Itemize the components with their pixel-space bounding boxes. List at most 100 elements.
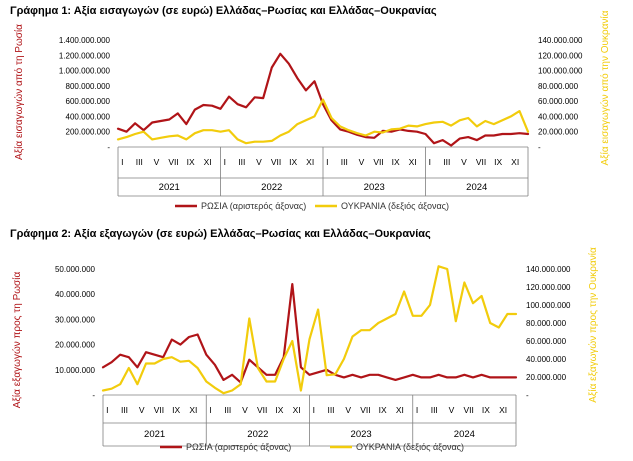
chart-2-right-axis-title: Αξία εξαγωγών προς την Ουκρανία <box>587 247 599 403</box>
chart-2-month-tick-label: IX <box>275 405 283 415</box>
chart-1-month-tick-label: I <box>429 157 431 167</box>
chart-1-left-tick-label: 400.000.000 <box>66 112 111 121</box>
chart-1-month-tick-label: XI <box>204 157 212 167</box>
chart-1-month-tick-label: III <box>443 157 450 167</box>
chart-1-year-label: 2021 <box>159 182 180 193</box>
chart-2-month-tick-label: IX <box>482 405 490 415</box>
chart-1-month-tick-label: I <box>121 157 123 167</box>
chart-2-left-tick-label: 20.000.000 <box>55 341 96 350</box>
chart-2-month-tick-label: I <box>416 405 418 415</box>
chart-1-month-tick-label: V <box>359 157 365 167</box>
chart-2-legend-label: ΟΥΚΡΑΝΙΑ (δεξιός άξονας) <box>356 442 464 452</box>
chart-2-legend-label: ΡΩΣΙΑ (αριστερός άξονας) <box>186 442 291 452</box>
chart-2-month-tick-label: XI <box>396 405 404 415</box>
chart-2-right-tick-label: 120.000.000 <box>526 283 571 292</box>
chart-2-month-tick-label: VII <box>463 405 473 415</box>
chart-2-month-tick-label: V <box>242 405 248 415</box>
chart-2-year-label: 2023 <box>351 429 372 440</box>
chart-2-left-tick-label: 50.000.000 <box>55 265 96 274</box>
chart-2-left-tick-label: 40.000.000 <box>55 290 96 299</box>
chart-2-year-label: 2022 <box>247 429 268 440</box>
chart-2-month-tick-label: V <box>345 405 351 415</box>
chart-2-left-tick-label: 10.000.000 <box>55 366 96 375</box>
chart-2-month-tick-label: I <box>313 405 315 415</box>
chart-1-year-label: 2022 <box>261 182 282 193</box>
chart-1-right-tick-label: 100.000.000 <box>538 67 583 76</box>
chart-1-month-tick-label: VII <box>476 157 486 167</box>
chart-1-month-tick-label: I <box>326 157 328 167</box>
chart-2-year-label: 2021 <box>144 429 165 440</box>
chart-1-month-tick-label: V <box>256 157 262 167</box>
chart-1-right-tick-label: 120.000.000 <box>538 51 583 60</box>
chart-2-month-tick-label: V <box>449 405 455 415</box>
chart-1-left-axis-title: Αξία εισαγωγών από τη Ρωσία <box>13 24 25 160</box>
chart-2-month-tick-label: I <box>209 405 211 415</box>
chart-2-month-tick-label: III <box>224 405 231 415</box>
chart-1-month-tick-label: IX <box>289 157 297 167</box>
chart-1-month-tick-label: V <box>461 157 467 167</box>
chart-1-year-label: 2024 <box>466 182 487 193</box>
chart-2-right-tick-label: 140.000.000 <box>526 265 571 274</box>
chart-1-month-tick-label: XI <box>306 157 314 167</box>
chart-2: Γράφημα 2: Αξία εξαγωγών (σε ευρώ) Ελλάδ… <box>0 225 633 461</box>
chart-2-right-tick-label: 40.000.000 <box>526 355 567 364</box>
chart-2-russia-series-line <box>101 282 518 384</box>
chart-1-legend-label: ΟΥΚΡΑΝΙΑ (δεξιός άξονας) <box>341 201 449 211</box>
chart-1-right-tick-label: - <box>538 143 541 152</box>
chart-1-right-tick-label: 80.000.000 <box>538 82 579 91</box>
chart-2-month-tick-label: XI <box>499 405 507 415</box>
chart-1-ukraine-series-line <box>116 98 530 145</box>
chart-2-month-tick-label: IX <box>172 405 180 415</box>
chart-2-month-tick-label: V <box>139 405 145 415</box>
chart-1-month-tick-label: III <box>136 157 143 167</box>
chart-2-month-tick-label: VII <box>154 405 164 415</box>
chart-2-month-tick-label: III <box>431 405 438 415</box>
chart-2-left-tick-label: 30.000.000 <box>55 315 96 324</box>
chart-2-right-tick-label: 60.000.000 <box>526 337 567 346</box>
chart-1-month-tick-label: VII <box>373 157 383 167</box>
chart-2-year-label: 2024 <box>454 429 475 440</box>
chart-2-right-tick-label: 20.000.000 <box>526 373 567 382</box>
chart-1-month-tick-label: I <box>224 157 226 167</box>
chart-1-month-tick-label: III <box>238 157 245 167</box>
chart-1-right-axis-title: Αξία εισαγωγών από την Ουκρανία <box>599 10 611 165</box>
chart-2-month-tick-label: XI <box>189 405 197 415</box>
chart-1-right-tick-label: 40.000.000 <box>538 112 579 121</box>
chart-2-month-tick-label: VII <box>360 405 370 415</box>
chart-2-month-tick-label: VII <box>257 405 267 415</box>
chart-1-russia-series-line <box>116 52 530 147</box>
chart-2-right-tick-label: - <box>526 391 529 400</box>
chart-1-right-tick-label: 60.000.000 <box>538 97 579 106</box>
chart-2-right-tick-label: 100.000.000 <box>526 301 571 310</box>
chart-1-month-tick-label: IX <box>187 157 195 167</box>
chart-1-right-tick-label: 140.000.000 <box>538 36 583 45</box>
chart-1-month-tick-label: VII <box>168 157 178 167</box>
chart-2-left-axis-title: Αξία εξαγωγών προς τη Ρωσία <box>11 272 23 409</box>
chart-1-left-tick-label: 1.000.000.000 <box>59 67 111 76</box>
chart-2-plot: 50.000.000 40.000.000 30.000.000 20.000.000… <box>11 247 599 452</box>
chart-2-month-tick-label: IX <box>379 405 387 415</box>
chart-2-left-tick-label: - <box>92 391 95 400</box>
chart-1-left-tick-label: 1.400.000.000 <box>59 36 111 45</box>
chart-2-right-tick-label: 80.000.000 <box>526 319 567 328</box>
chart-2-month-tick-label: III <box>121 405 128 415</box>
chart-1-month-tick-label: IX <box>392 157 400 167</box>
chart-2-month-tick-label: I <box>106 405 108 415</box>
chart-1-left-tick-label: 600.000.000 <box>66 97 111 106</box>
chart-2-month-tick-label: III <box>327 405 334 415</box>
chart-2-month-tick-label: XI <box>293 405 301 415</box>
chart-2-title: Γράφημα 2: Αξία εξαγωγών (σε ευρώ) Ελλάδ… <box>10 228 431 240</box>
chart-1-left-tick-label: - <box>107 143 110 152</box>
chart-1-legend-label: ΡΩΣΙΑ (αριστερός άξονας) <box>201 201 306 211</box>
chart-1-month-tick-label: XI <box>511 157 519 167</box>
chart-1-month-tick-label: VII <box>271 157 281 167</box>
chart-1: Γράφημα 1: Αξία εισαγωγών (σε ευρώ) Ελλά… <box>0 0 633 225</box>
chart-1-right-tick-label: 20.000.000 <box>538 128 579 137</box>
chart-1-month-tick-label: IX <box>494 157 502 167</box>
chart-1-month-tick-label: III <box>341 157 348 167</box>
chart-2-ukraine-series-line <box>101 265 518 395</box>
chart-1-title: Γράφημα 1: Αξία εισαγωγών (σε ευρώ) Ελλά… <box>10 5 437 17</box>
chart-1-left-tick-label: 1.200.000.000 <box>59 51 111 60</box>
chart-1-left-tick-label: 800.000.000 <box>66 82 111 91</box>
chart-1-month-tick-label: V <box>154 157 160 167</box>
